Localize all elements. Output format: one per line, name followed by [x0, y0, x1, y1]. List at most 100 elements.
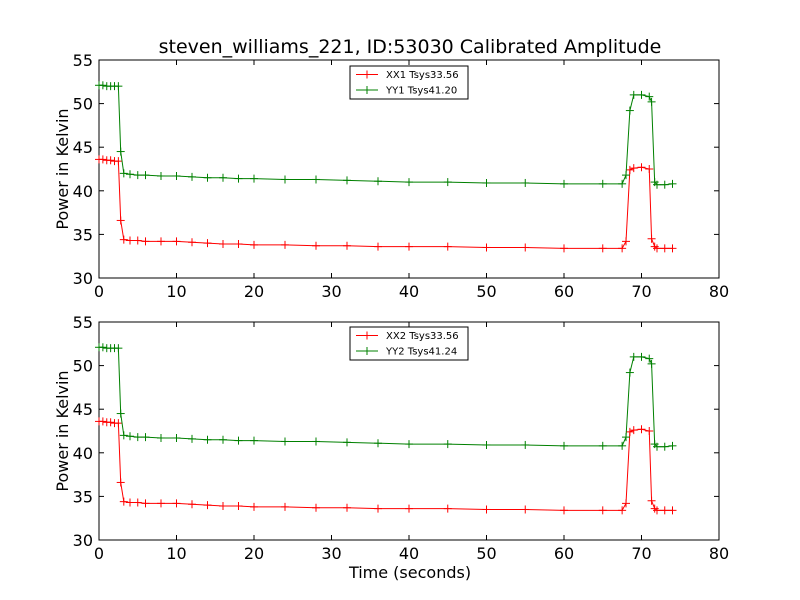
- data-point: [637, 90, 646, 99]
- data-point: [114, 344, 123, 353]
- data-point: [618, 244, 627, 253]
- data-point: [98, 155, 107, 164]
- x-tick-label: 0: [94, 282, 104, 301]
- x-tick-label: 80: [709, 544, 729, 563]
- data-point: [219, 501, 227, 510]
- data-point: [645, 354, 654, 363]
- data-point: [645, 165, 654, 173]
- data-point: [637, 425, 646, 434]
- data-point: [114, 157, 123, 166]
- data-point: [234, 239, 243, 248]
- data-point: [312, 437, 320, 446]
- data-point: [106, 156, 115, 165]
- data-point: [560, 179, 568, 188]
- data-point: [560, 506, 568, 515]
- data-point: [647, 97, 656, 106]
- data-point: [98, 343, 107, 352]
- legend-label: XX2 Tsys33.56: [386, 331, 459, 342]
- x-tick-label: 50: [476, 282, 496, 301]
- data-point: [622, 237, 630, 246]
- y-tick-label: 30: [73, 531, 93, 550]
- legend-label: YY2 Tsys41.24: [385, 347, 457, 358]
- data-point: [653, 180, 661, 189]
- data-point: [219, 173, 227, 182]
- data-point: [343, 503, 351, 512]
- y-tick-label: 30: [73, 269, 93, 288]
- data-point: [647, 234, 656, 243]
- x-tick-label: 70: [631, 282, 651, 301]
- y-tick-label: 35: [73, 225, 93, 244]
- data-point: [374, 242, 382, 251]
- data-point: [668, 506, 677, 515]
- data-point: [598, 179, 607, 188]
- x-axis-label: Time (seconds): [348, 563, 471, 582]
- data-point: [637, 352, 646, 361]
- data-point: [618, 441, 627, 450]
- data-point: [98, 81, 107, 90]
- data-point: [405, 178, 413, 187]
- data-point: [625, 368, 634, 377]
- data-point: [141, 433, 150, 442]
- data-point: [203, 435, 212, 444]
- legend: XX1 Tsys33.56 YY1 Tsys41.20: [349, 65, 469, 100]
- legend-label: YY1 Tsys41.20: [385, 86, 457, 97]
- data-point: [119, 235, 128, 244]
- data-point: [126, 170, 134, 179]
- data-point: [618, 179, 627, 188]
- x-tick-label: 40: [399, 282, 419, 301]
- data-point: [560, 244, 568, 253]
- data-point: [157, 499, 165, 508]
- data-point: [629, 352, 638, 361]
- data-point: [660, 180, 669, 189]
- data-point: [618, 506, 627, 515]
- data-point: [598, 441, 607, 450]
- data-point: [560, 441, 568, 450]
- data-point: [157, 171, 165, 180]
- data-point: [660, 442, 669, 451]
- data-point: [312, 503, 320, 512]
- data-point: [374, 177, 382, 186]
- x-tick-label: 60: [554, 282, 574, 301]
- x-tick-label: 20: [244, 544, 264, 563]
- data-point: [157, 433, 165, 442]
- x-tick-label: 10: [166, 544, 186, 563]
- data-point: [172, 171, 181, 180]
- data-point: [203, 239, 212, 248]
- data-point: [114, 419, 123, 428]
- data-point: [126, 432, 134, 441]
- legend-box: [349, 65, 469, 100]
- data-point: [188, 500, 196, 509]
- data-point: [250, 174, 258, 183]
- data-point: [645, 427, 654, 435]
- data-point: [281, 437, 289, 446]
- data-point: [405, 440, 413, 449]
- data-point: [482, 178, 491, 187]
- data-point: [188, 172, 196, 181]
- y-axis-label: Power in Kelvin: [53, 370, 72, 491]
- data-point: [405, 504, 413, 513]
- data-point: [645, 92, 654, 101]
- data-point: [625, 106, 634, 115]
- legend-box: [349, 326, 469, 361]
- data-point: [312, 241, 320, 250]
- data-point: [482, 243, 491, 252]
- data-point: [281, 240, 289, 249]
- y-tick-label: 55: [73, 51, 93, 70]
- data-point: [343, 176, 351, 185]
- data-point: [116, 147, 125, 156]
- data-point: [116, 216, 125, 225]
- data-point: [443, 242, 452, 251]
- data-point: [133, 171, 142, 180]
- data-point: [172, 237, 181, 246]
- data-point: [443, 178, 452, 187]
- data-point: [521, 243, 530, 252]
- legend: XX2 Tsys33.56 YY2 Tsys41.24: [349, 326, 469, 361]
- data-point: [647, 359, 656, 368]
- data-point: [188, 238, 196, 247]
- y-tick-label: 55: [73, 313, 93, 332]
- data-point: [98, 417, 107, 426]
- data-point: [598, 244, 607, 253]
- data-point: [126, 236, 134, 245]
- data-point: [203, 173, 212, 182]
